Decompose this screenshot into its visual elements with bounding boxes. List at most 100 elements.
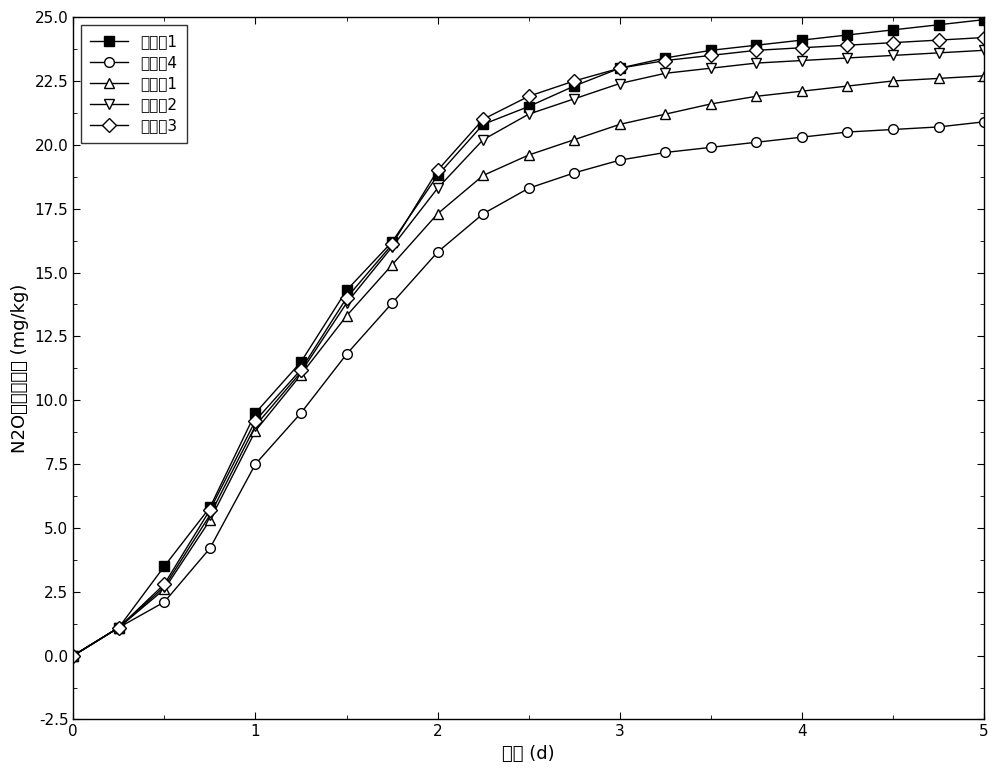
实施入1 — [341, 286, 353, 295]
对比入1 — [341, 311, 353, 320]
对比入1 — [204, 515, 216, 525]
实施入4 — [204, 543, 216, 553]
对比入2 — [933, 48, 945, 57]
实施入4 — [568, 168, 580, 177]
对比入3 — [204, 505, 216, 515]
对比入1 — [841, 81, 853, 91]
实施入4 — [841, 128, 853, 137]
实施入4 — [614, 156, 626, 165]
对比入3 — [386, 240, 398, 249]
实施入1 — [204, 503, 216, 512]
实施入4 — [158, 598, 170, 607]
对比入1 — [705, 99, 717, 108]
对比入2 — [158, 582, 170, 591]
对比入2 — [568, 94, 580, 104]
对比入1 — [523, 150, 535, 159]
对比入3 — [796, 43, 808, 53]
实施入4 — [796, 132, 808, 142]
对比入1 — [386, 260, 398, 269]
对比入3 — [887, 38, 899, 47]
对比入1 — [568, 135, 580, 144]
对比入3 — [249, 416, 261, 425]
对比入2 — [67, 651, 79, 660]
实施入4 — [978, 117, 990, 126]
对比入1 — [796, 87, 808, 96]
实施入1 — [158, 562, 170, 571]
对比入3 — [341, 293, 353, 303]
Line: 实施入1: 实施入1 — [68, 15, 989, 660]
对比入3 — [158, 580, 170, 589]
对比入3 — [432, 166, 444, 175]
实施入4 — [523, 183, 535, 193]
实施入1 — [796, 36, 808, 45]
实施入1 — [113, 623, 125, 632]
实施入4 — [477, 209, 489, 218]
对比入2 — [113, 623, 125, 632]
对比入1 — [249, 426, 261, 436]
对比入1 — [614, 120, 626, 129]
实施入1 — [568, 81, 580, 91]
实施入4 — [67, 651, 79, 660]
对比入2 — [705, 63, 717, 73]
实施入1 — [614, 63, 626, 73]
对比入3 — [933, 36, 945, 45]
实施入4 — [887, 125, 899, 134]
实施入1 — [523, 102, 535, 111]
Line: 实施入4: 实施入4 — [68, 117, 989, 660]
实施入4 — [341, 350, 353, 359]
Y-axis label: N2O累积排放量 (mg/kg): N2O累积排放量 (mg/kg) — [11, 283, 29, 453]
对比入3 — [568, 77, 580, 86]
对比入2 — [796, 56, 808, 65]
对比入2 — [614, 79, 626, 88]
实施入1 — [67, 651, 79, 660]
实施入1 — [978, 15, 990, 24]
Legend: 实施入1, 实施入4, 对比入1, 对比入2, 对比入3: 实施入1, 实施入4, 对比入1, 对比入2, 对比入3 — [81, 25, 187, 142]
对比入2 — [523, 109, 535, 118]
对比入2 — [386, 242, 398, 252]
对比入1 — [750, 91, 762, 101]
实施入4 — [933, 122, 945, 132]
实施入4 — [386, 299, 398, 308]
对比入3 — [67, 651, 79, 660]
对比入3 — [750, 46, 762, 55]
对比入3 — [978, 33, 990, 43]
实施入1 — [750, 40, 762, 50]
对比入1 — [432, 209, 444, 218]
实施入1 — [249, 409, 261, 418]
对比入2 — [295, 368, 307, 377]
对比入1 — [67, 651, 79, 660]
对比入1 — [113, 623, 125, 632]
对比入2 — [750, 59, 762, 68]
对比入2 — [887, 51, 899, 60]
实施入4 — [295, 409, 307, 418]
对比入3 — [523, 91, 535, 101]
对比入3 — [614, 63, 626, 73]
X-axis label: 时间 (d): 时间 (d) — [502, 745, 555, 763]
对比入1 — [295, 370, 307, 379]
实施入1 — [705, 46, 717, 55]
实施入1 — [432, 171, 444, 180]
实施入1 — [887, 26, 899, 35]
对比入1 — [158, 584, 170, 594]
实施入4 — [432, 248, 444, 257]
对比入3 — [841, 40, 853, 50]
对比入2 — [432, 183, 444, 193]
对比入1 — [887, 77, 899, 86]
对比入1 — [978, 71, 990, 80]
实施入1 — [477, 120, 489, 129]
对比入3 — [659, 56, 671, 65]
实施入1 — [386, 237, 398, 246]
对比入3 — [113, 623, 125, 632]
实施入4 — [659, 148, 671, 157]
实施入4 — [113, 623, 125, 632]
对比入2 — [341, 299, 353, 308]
实施入4 — [249, 460, 261, 469]
实施入4 — [705, 142, 717, 152]
对比入2 — [978, 46, 990, 55]
Line: 对比入1: 对比入1 — [68, 71, 989, 660]
实施入1 — [659, 53, 671, 63]
实施入4 — [750, 138, 762, 147]
对比入3 — [705, 51, 717, 60]
对比入2 — [659, 69, 671, 78]
对比入2 — [841, 53, 853, 63]
